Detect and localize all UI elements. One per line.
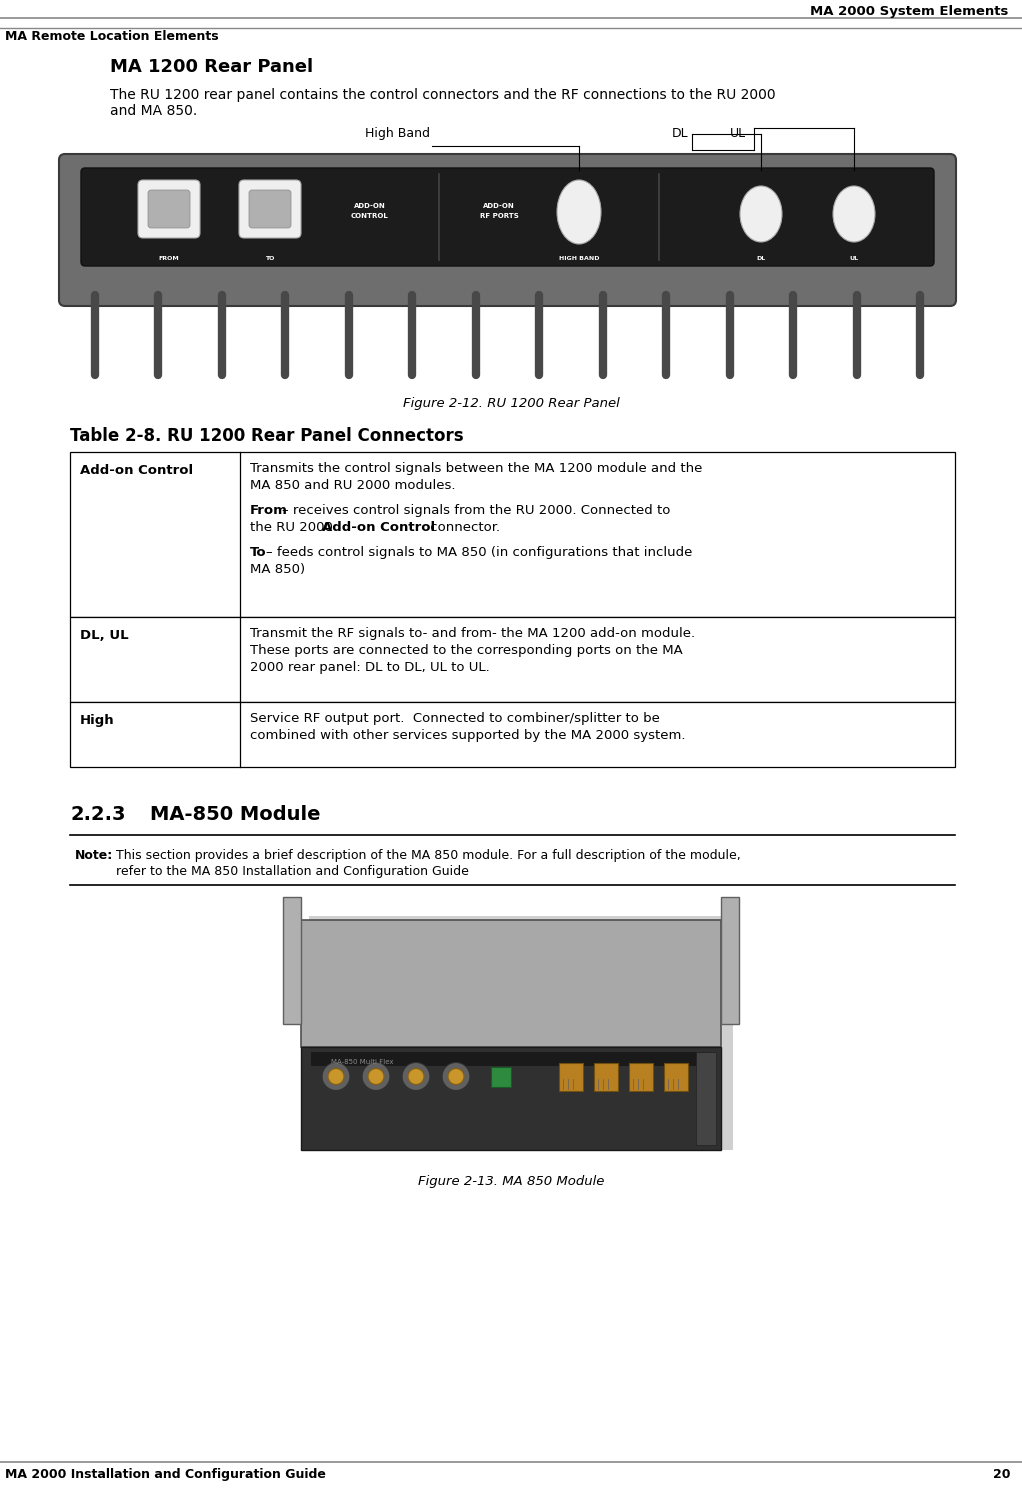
Text: CONTROL: CONTROL: [351, 213, 388, 219]
Circle shape: [408, 1069, 424, 1084]
Text: ADD-ON: ADD-ON: [354, 204, 385, 210]
Ellipse shape: [557, 180, 601, 244]
Text: MA Remote Location Elements: MA Remote Location Elements: [5, 30, 219, 43]
Bar: [283, 897, 301, 1024]
Text: DL: DL: [672, 127, 689, 141]
Bar: [721, 897, 739, 1024]
Circle shape: [322, 1063, 350, 1090]
Text: and MA 850.: and MA 850.: [110, 103, 197, 118]
Text: the RU 2000: the RU 2000: [250, 521, 337, 534]
Circle shape: [442, 1063, 470, 1090]
Circle shape: [402, 1063, 430, 1090]
Text: 2000 rear panel: DL to DL, UL to UL.: 2000 rear panel: DL to DL, UL to UL.: [250, 662, 490, 674]
Text: MA 1200 Rear Panel: MA 1200 Rear Panel: [110, 58, 313, 76]
Circle shape: [362, 1063, 390, 1090]
Text: MA 850 and RU 2000 modules.: MA 850 and RU 2000 modules.: [250, 479, 456, 493]
Text: High: High: [80, 714, 114, 728]
Text: Transmits the control signals between the MA 1200 module and the: Transmits the control signals between th…: [250, 463, 702, 475]
Text: This section provides a brief description of the MA 850 module. For a full descr: This section provides a brief descriptio…: [117, 849, 741, 862]
FancyBboxPatch shape: [59, 154, 956, 305]
Text: MA 2000 System Elements: MA 2000 System Elements: [809, 4, 1008, 18]
Text: To: To: [250, 546, 267, 558]
FancyBboxPatch shape: [81, 168, 934, 266]
Bar: [301, 921, 721, 1046]
Bar: [309, 916, 733, 1150]
FancyBboxPatch shape: [138, 180, 200, 238]
Text: 2.2.3: 2.2.3: [69, 805, 126, 823]
Text: DL, UL: DL, UL: [80, 629, 129, 642]
Text: ADD-ON: ADD-ON: [483, 204, 515, 210]
Text: combined with other services supported by the MA 2000 system.: combined with other services supported b…: [250, 729, 686, 743]
Text: MA-850 Multi Flex: MA-850 Multi Flex: [331, 1058, 393, 1064]
Bar: [69, 702, 955, 766]
Text: – feeds control signals to MA 850 (in configurations that include: – feeds control signals to MA 850 (in co…: [266, 546, 692, 558]
Bar: [696, 1051, 716, 1145]
Text: Transmit the RF signals to- and from- the MA 1200 add-on module.: Transmit the RF signals to- and from- th…: [250, 627, 695, 641]
FancyBboxPatch shape: [239, 180, 301, 238]
Text: From: From: [250, 504, 288, 516]
Circle shape: [448, 1069, 464, 1084]
FancyBboxPatch shape: [249, 190, 291, 228]
Bar: [559, 1063, 583, 1090]
Bar: [664, 1063, 688, 1090]
Circle shape: [368, 1069, 384, 1084]
Bar: [311, 1051, 711, 1066]
Text: FROM: FROM: [158, 256, 180, 260]
Text: UL: UL: [730, 127, 746, 141]
Text: Table 2-8. RU 1200 Rear Panel Connectors: Table 2-8. RU 1200 Rear Panel Connectors: [69, 427, 464, 445]
Text: MA-850 Module: MA-850 Module: [150, 805, 321, 823]
Text: HIGH BAND: HIGH BAND: [559, 256, 599, 260]
Text: UL: UL: [849, 256, 858, 260]
Text: Figure 2-13. MA 850 Module: Figure 2-13. MA 850 Module: [418, 1175, 604, 1189]
Text: – receives control signals from the RU 2000. Connected to: – receives control signals from the RU 2…: [282, 504, 670, 516]
FancyBboxPatch shape: [148, 190, 190, 228]
Text: Service RF output port.  Connected to combiner/splitter to be: Service RF output port. Connected to com…: [250, 713, 660, 725]
Text: Figure 2-12. RU 1200 Rear Panel: Figure 2-12. RU 1200 Rear Panel: [403, 397, 619, 410]
Bar: [594, 1063, 618, 1090]
Bar: [629, 1063, 653, 1090]
Text: TO: TO: [266, 256, 275, 260]
Text: Add-on Control: Add-on Control: [322, 521, 435, 534]
Ellipse shape: [740, 186, 782, 243]
Text: 20: 20: [992, 1469, 1010, 1481]
Text: The RU 1200 rear panel contains the control connectors and the RF connections to: The RU 1200 rear panel contains the cont…: [110, 88, 776, 102]
Bar: [69, 452, 955, 617]
Text: refer to the MA 850 Installation and Configuration Guide: refer to the MA 850 Installation and Con…: [117, 865, 469, 879]
Text: connector.: connector.: [426, 521, 500, 534]
Text: DL: DL: [756, 256, 765, 260]
Text: Add-on Control: Add-on Control: [80, 464, 193, 478]
Text: High Band: High Band: [365, 127, 430, 141]
Bar: [301, 1046, 721, 1150]
Text: RF PORTS: RF PORTS: [479, 213, 518, 219]
Text: These ports are connected to the corresponding ports on the MA: These ports are connected to the corresp…: [250, 644, 683, 657]
Text: Note:: Note:: [75, 849, 113, 862]
Circle shape: [328, 1069, 344, 1084]
Ellipse shape: [833, 186, 875, 243]
Text: MA 850): MA 850): [250, 563, 306, 576]
Bar: [491, 1066, 511, 1087]
Text: MA 2000 Installation and Configuration Guide: MA 2000 Installation and Configuration G…: [5, 1469, 326, 1481]
Bar: [69, 617, 955, 702]
